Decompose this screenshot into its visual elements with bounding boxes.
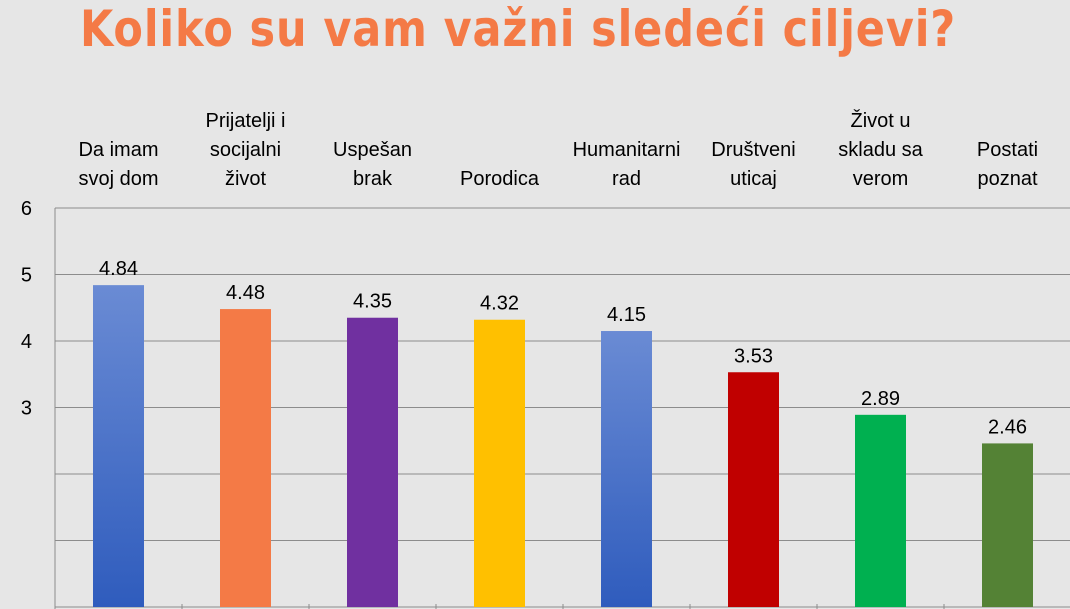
bar xyxy=(474,319,525,607)
category-label: poznat xyxy=(977,168,1037,190)
category-label: svoj dom xyxy=(78,168,158,190)
bar xyxy=(855,414,906,607)
category-label: rad xyxy=(612,168,641,190)
chart-title: Koliko su vam važni sledeći ciljevi? xyxy=(80,0,957,58)
y-tick-label: 3 xyxy=(21,398,32,420)
category-label: socijalni xyxy=(210,139,281,161)
category-label: Društveni xyxy=(711,139,795,161)
category-label: skladu sa xyxy=(838,139,923,161)
bar xyxy=(347,317,398,607)
category-label: verom xyxy=(853,168,909,190)
bar xyxy=(93,285,144,607)
bar xyxy=(220,309,271,607)
data-label: 4.32 xyxy=(480,293,519,315)
data-label: 4.35 xyxy=(353,291,392,313)
category-label: Porodica xyxy=(460,168,540,190)
category-label: Postati xyxy=(977,139,1038,161)
category-label: uticaj xyxy=(730,168,777,190)
data-label: 3.53 xyxy=(734,345,773,367)
data-label: 4.84 xyxy=(99,258,138,280)
category-label: Uspešan xyxy=(333,139,412,161)
y-tick-label: 4 xyxy=(21,331,32,353)
data-label: 4.15 xyxy=(607,304,646,326)
category-label: Život u xyxy=(850,109,910,132)
bar xyxy=(601,331,652,607)
y-tick-label: 5 xyxy=(21,265,32,287)
category-label: Da imam xyxy=(78,139,158,161)
category-label: brak xyxy=(353,168,393,190)
bar xyxy=(728,372,779,607)
category-label: Prijatelji i xyxy=(205,110,285,132)
y-tick-label: 6 xyxy=(21,198,32,220)
data-label: 2.46 xyxy=(988,416,1027,438)
category-label: život xyxy=(225,168,267,190)
bar xyxy=(982,443,1033,607)
data-label: 4.48 xyxy=(226,282,265,304)
category-label: Humanitarni xyxy=(573,139,681,161)
data-label: 2.89 xyxy=(861,388,900,410)
